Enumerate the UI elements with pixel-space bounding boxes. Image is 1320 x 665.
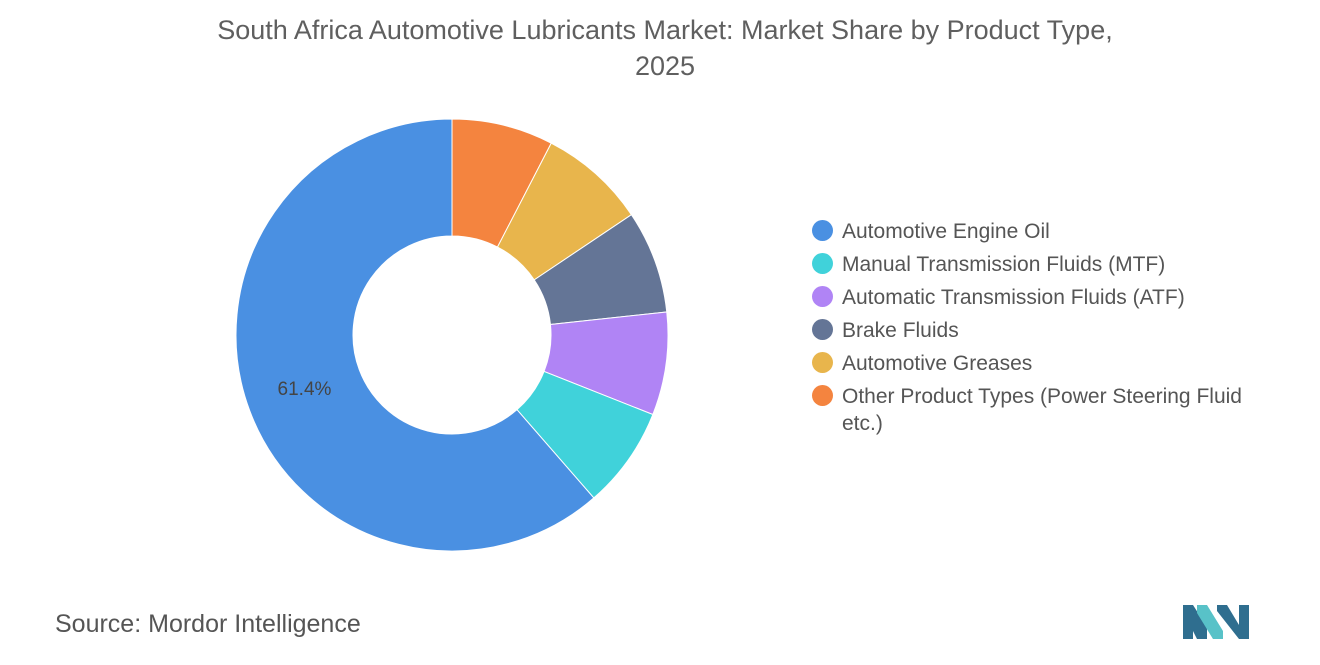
data-label: 61.4% bbox=[278, 379, 332, 400]
chart-legend: Automotive Engine Oil Manual Transmissio… bbox=[812, 218, 1292, 443]
legend-swatch bbox=[812, 220, 833, 241]
source-note: Source: Mordor Intelligence bbox=[55, 610, 361, 639]
legend-item-other: Other Product Types (Power Steering Flui… bbox=[812, 383, 1292, 437]
chart-title-line2: 2025 bbox=[634, 51, 696, 81]
legend-label: Manual Transmission Fluids (MTF) bbox=[842, 253, 1166, 276]
legend-item-brake-fluids: Brake Fluids bbox=[812, 317, 1292, 344]
source-name: Mordor Intelligence bbox=[148, 610, 361, 638]
legend-swatch bbox=[812, 352, 833, 373]
logo-shape-left bbox=[1183, 605, 1207, 639]
legend-label: Automotive Greases bbox=[842, 352, 1033, 375]
legend-label: Brake Fluids bbox=[842, 319, 959, 342]
legend-item-greases: Automotive Greases bbox=[812, 350, 1292, 377]
source-label: Source: bbox=[55, 610, 142, 638]
legend-swatch bbox=[812, 385, 833, 406]
chart-title-line1: South Africa Automotive Lubricants Marke… bbox=[217, 15, 1113, 45]
chart-title: South Africa Automotive Lubricants Marke… bbox=[120, 12, 1210, 84]
legend-label: Other Product Types (Power Steering Flui… bbox=[842, 385, 1242, 435]
legend-label: Automatic Transmission Fluids (ATF) bbox=[842, 286, 1185, 309]
legend-item-mtf: Manual Transmission Fluids (MTF) bbox=[812, 251, 1292, 278]
legend-swatch bbox=[812, 286, 833, 307]
legend-swatch bbox=[812, 253, 833, 274]
legend-item-atf: Automatic Transmission Fluids (ATF) bbox=[812, 284, 1292, 311]
legend-swatch bbox=[812, 319, 833, 340]
mordor-intelligence-logo-icon bbox=[1183, 605, 1249, 639]
legend-label: Automotive Engine Oil bbox=[842, 220, 1050, 243]
logo-shape-right bbox=[1217, 605, 1249, 639]
donut-slice-automotive-engine-oil bbox=[235, 118, 595, 552]
legend-item-engine-oil: Automotive Engine Oil bbox=[812, 218, 1292, 245]
logo-shape-mid bbox=[1197, 605, 1223, 639]
